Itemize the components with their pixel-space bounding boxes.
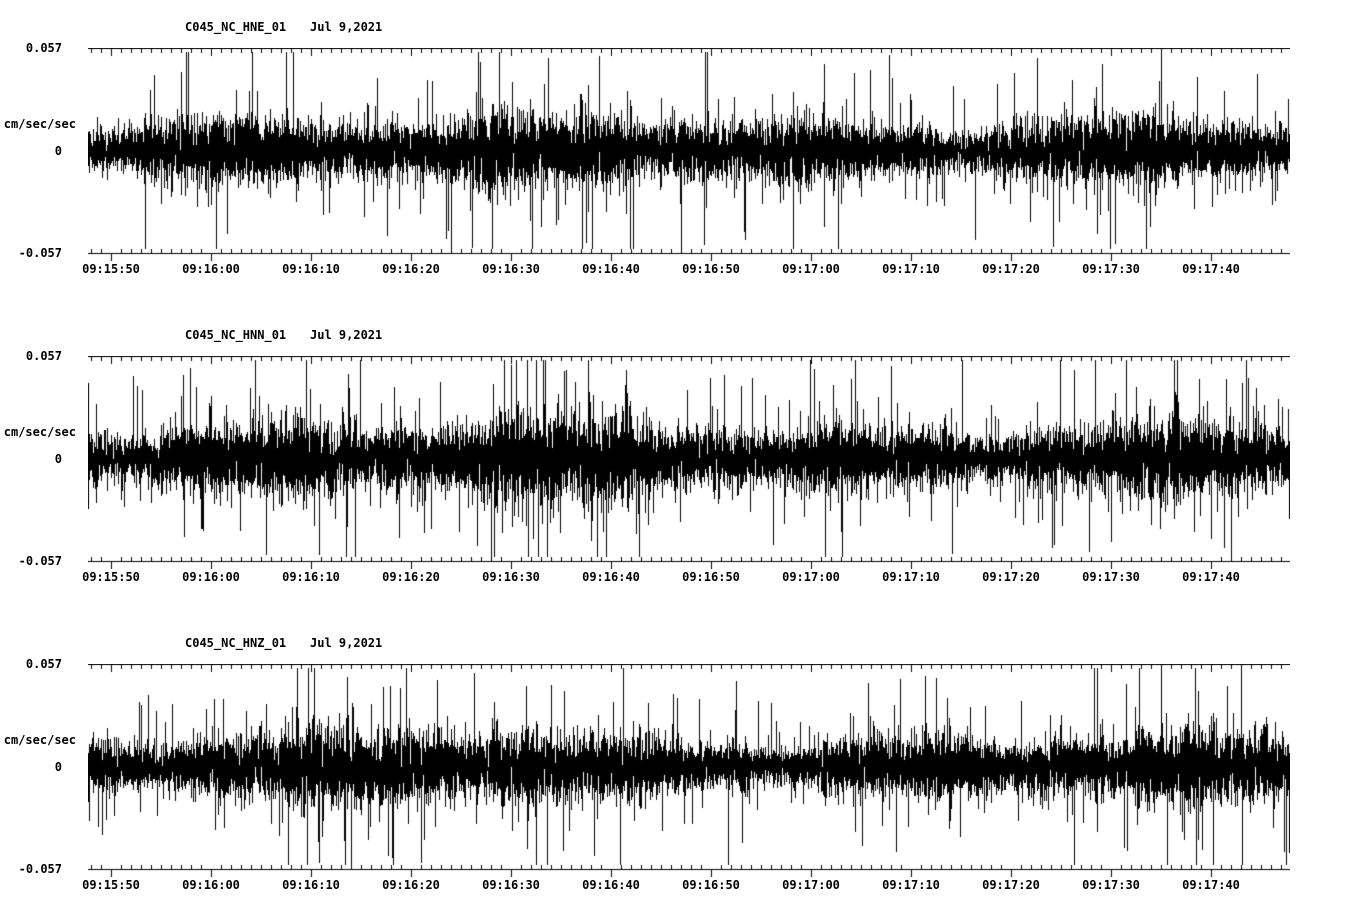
x-tick-label: 09:16:50 xyxy=(682,262,740,276)
x-tick-label: 09:16:00 xyxy=(182,878,240,892)
x-tick-label: 09:16:00 xyxy=(182,262,240,276)
x-tick-label: 09:17:30 xyxy=(1082,262,1140,276)
x-tick-label: 09:16:10 xyxy=(282,262,340,276)
x-tick-label: 09:16:40 xyxy=(582,570,640,584)
y-axis-unit-label: cm/sec/sec xyxy=(3,733,76,747)
x-tick-label: 09:17:30 xyxy=(1082,570,1140,584)
y-axis-min-label: -0.057 xyxy=(18,246,62,260)
trace-date: Jul 9,2021 xyxy=(310,20,383,34)
y-axis-min-label: -0.057 xyxy=(18,862,62,876)
trace-title: C045_NC_HNZ_01 xyxy=(185,636,287,650)
x-tick-label: 09:17:00 xyxy=(782,262,840,276)
waveform-plot xyxy=(88,356,1290,569)
x-tick-label: 09:17:20 xyxy=(982,878,1040,892)
x-tick-label: 09:16:20 xyxy=(382,878,440,892)
y-axis-zero-label: 0 xyxy=(54,452,62,466)
x-tick-label: 09:16:10 xyxy=(282,570,340,584)
y-axis-zero-label: 0 xyxy=(54,760,62,774)
x-tick-label: 09:16:30 xyxy=(482,878,540,892)
x-tick-label: 09:16:10 xyxy=(282,878,340,892)
x-tick-label: 09:17:10 xyxy=(882,262,940,276)
x-tick-label: 09:16:40 xyxy=(582,878,640,892)
x-tick-label: 09:16:20 xyxy=(382,262,440,276)
waveform-plot xyxy=(88,664,1290,877)
x-tick-label: 09:16:00 xyxy=(182,570,240,584)
x-tick-label: 09:16:20 xyxy=(382,570,440,584)
trace-date: Jul 9,2021 xyxy=(310,636,383,650)
y-axis-min-label: -0.057 xyxy=(18,554,62,568)
x-tick-label: 09:17:40 xyxy=(1182,262,1240,276)
x-tick-label: 09:17:40 xyxy=(1182,570,1240,584)
x-tick-label: 09:17:00 xyxy=(782,570,840,584)
x-tick-label: 09:17:30 xyxy=(1082,878,1140,892)
y-axis-max-label: 0.057 xyxy=(25,657,62,671)
trace-title: C045_NC_HNN_01 xyxy=(185,328,287,342)
x-tick-label: 09:16:50 xyxy=(682,878,740,892)
y-axis-zero-label: 0 xyxy=(54,144,62,158)
y-axis-max-label: 0.057 xyxy=(25,349,62,363)
x-axis-tick-labels: 09:15:50 09:16:00 09:16:10 09:16:20 09:16:30… xyxy=(82,570,1290,586)
x-tick-label: 09:16:30 xyxy=(482,570,540,584)
x-tick-label: 09:17:20 xyxy=(982,570,1040,584)
y-axis-unit-label: cm/sec/sec xyxy=(3,117,76,131)
x-axis-tick-labels: 09:15:50 09:16:00 09:16:10 09:16:20 09:16:30… xyxy=(82,878,1290,894)
x-tick-label: 09:17:10 xyxy=(882,570,940,584)
x-tick-label: 09:17:00 xyxy=(782,878,840,892)
trace-date: Jul 9,2021 xyxy=(310,328,383,342)
x-tick-label: 09:15:50 xyxy=(82,262,140,276)
seismogram-panel-hnn: C045_NC_HNN_01 Jul 9,2021 0.057 cm/sec/s… xyxy=(0,308,1358,616)
trace-title: C045_NC_HNE_01 xyxy=(185,20,287,34)
x-tick-label: 09:17:10 xyxy=(882,878,940,892)
waveform-plot xyxy=(88,48,1290,261)
seismogram-panel-hnz: C045_NC_HNZ_01 Jul 9,2021 0.057 cm/sec/s… xyxy=(0,616,1358,924)
x-tick-label: 09:16:50 xyxy=(682,570,740,584)
seismogram-panel-hne: C045_NC_HNE_01 Jul 9,2021 0.057 cm/sec/s… xyxy=(0,0,1358,308)
x-axis-tick-labels: 09:15:50 09:16:00 09:16:10 09:16:20 09:16:30… xyxy=(82,262,1290,278)
x-tick-label: 09:17:40 xyxy=(1182,878,1240,892)
x-tick-label: 09:17:20 xyxy=(982,262,1040,276)
y-axis-unit-label: cm/sec/sec xyxy=(3,425,76,439)
x-tick-label: 09:16:30 xyxy=(482,262,540,276)
x-tick-label: 09:15:50 xyxy=(82,570,140,584)
x-tick-label: 09:15:50 xyxy=(82,878,140,892)
x-tick-label: 09:16:40 xyxy=(582,262,640,276)
y-axis-max-label: 0.057 xyxy=(25,41,62,55)
